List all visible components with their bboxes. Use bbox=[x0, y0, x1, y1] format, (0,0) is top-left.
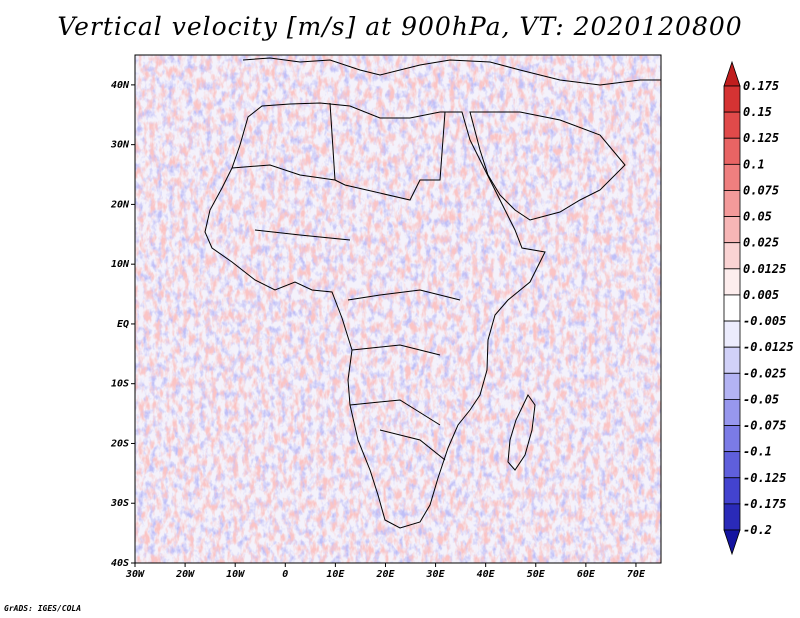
colorbar-label: 0.075 bbox=[743, 183, 779, 197]
lat-tick-label: 10N bbox=[111, 259, 130, 270]
europe-coastline bbox=[242, 57, 661, 86]
lon-tick-label: 0 bbox=[282, 569, 288, 580]
lon-tick-label: 10W bbox=[226, 569, 245, 580]
colorbar-label: -0.125 bbox=[743, 471, 786, 485]
lat-tick-label: EQ bbox=[117, 319, 129, 330]
lat-tick-label: 40S bbox=[111, 558, 129, 569]
africa-coastline bbox=[204, 102, 546, 529]
chart-title: Vertical velocity [m/s] at 900hPa, VT: 2… bbox=[57, 12, 743, 41]
colorbar-label: -0.1 bbox=[743, 445, 772, 459]
colorbar-swatch bbox=[723, 163, 741, 191]
colorbar-swatch bbox=[723, 216, 741, 244]
colorbar-label: 0.005 bbox=[743, 288, 779, 302]
lon-tick-label: 40E bbox=[477, 569, 496, 580]
colorbar-label: -0.025 bbox=[743, 366, 786, 380]
colorbar-label: 0.1 bbox=[743, 157, 765, 171]
lon-tick-label: 20E bbox=[375, 569, 395, 580]
lat-tick-label: 30N bbox=[110, 140, 130, 151]
lon-tick-label: 50E bbox=[527, 569, 546, 580]
colorbar-label: -0.075 bbox=[743, 419, 786, 433]
colorbar-label: 0.0125 bbox=[743, 262, 786, 276]
inner-borders bbox=[231, 102, 461, 461]
colorbar-swatch bbox=[723, 320, 741, 348]
colorbar-swatch bbox=[723, 268, 741, 296]
lat-tick-label: 20N bbox=[110, 199, 130, 210]
colorbar-swatch bbox=[723, 399, 741, 426]
longitude-axis: 30W 20W 10W 0 10E 20E 30E 40E 50E 60E 70E bbox=[125, 563, 646, 580]
lon-tick-label: 60E bbox=[577, 569, 596, 580]
colorbar-label: -0.005 bbox=[743, 314, 786, 328]
colorbar-label: 0.15 bbox=[743, 105, 772, 119]
colorbar-label: -0.05 bbox=[743, 392, 779, 406]
colorbar-swatch bbox=[723, 294, 741, 322]
colorbar-swatch bbox=[723, 529, 741, 556]
lon-tick-label: 70E bbox=[627, 569, 646, 580]
plot-frame bbox=[134, 54, 662, 564]
lon-tick-label: 30E bbox=[426, 569, 446, 580]
colorbar-swatch bbox=[723, 111, 741, 139]
colorbar-swatch bbox=[723, 60, 741, 87]
footer-credit: GrADS: IGES/COLA bbox=[4, 604, 82, 613]
colorbar-swatch bbox=[723, 346, 741, 374]
latitude-axis: 40N 30N 20N 10N EQ 10S 20S 30S 40S bbox=[110, 80, 135, 569]
colorbar-swatch bbox=[723, 372, 741, 400]
colorbar-swatch bbox=[723, 137, 741, 165]
lon-tick-label: 20W bbox=[175, 569, 195, 580]
lon-tick-label: 10E bbox=[326, 569, 345, 580]
colorbar-label: -0.2 bbox=[743, 523, 772, 537]
colorbar-swatch bbox=[723, 190, 741, 217]
colorbar-swatch bbox=[723, 85, 741, 113]
madagascar-coastline bbox=[507, 394, 536, 471]
colorbar-label: 0.175 bbox=[743, 79, 779, 93]
colorbar-swatch bbox=[723, 425, 741, 453]
lat-tick-label: 40N bbox=[111, 80, 130, 91]
colorbar-label: 0.05 bbox=[743, 210, 772, 224]
colorbar-label: 0.025 bbox=[743, 236, 779, 250]
arabia-coastline bbox=[469, 111, 626, 221]
colorbar-swatch bbox=[723, 503, 741, 531]
colorbar-label: -0.0125 bbox=[743, 340, 794, 354]
lat-tick-label: 10S bbox=[111, 379, 129, 390]
lat-tick-label: 20S bbox=[110, 438, 129, 449]
colorbar-swatch bbox=[723, 477, 741, 505]
colorbar-label: -0.175 bbox=[743, 497, 786, 511]
colorbar-swatch bbox=[723, 242, 741, 270]
lat-tick-label: 30S bbox=[110, 498, 129, 509]
velocity-field bbox=[135, 55, 661, 563]
colorbar-swatch bbox=[723, 451, 741, 479]
coastlines bbox=[204, 57, 661, 529]
colorbar: 0.175 0.15 0.125 0.1 0.075 0.05 0.025 0.0125 0.0… bbox=[723, 60, 794, 556]
lon-tick-label: 30W bbox=[125, 569, 145, 580]
colorbar-label: 0.125 bbox=[743, 131, 779, 145]
